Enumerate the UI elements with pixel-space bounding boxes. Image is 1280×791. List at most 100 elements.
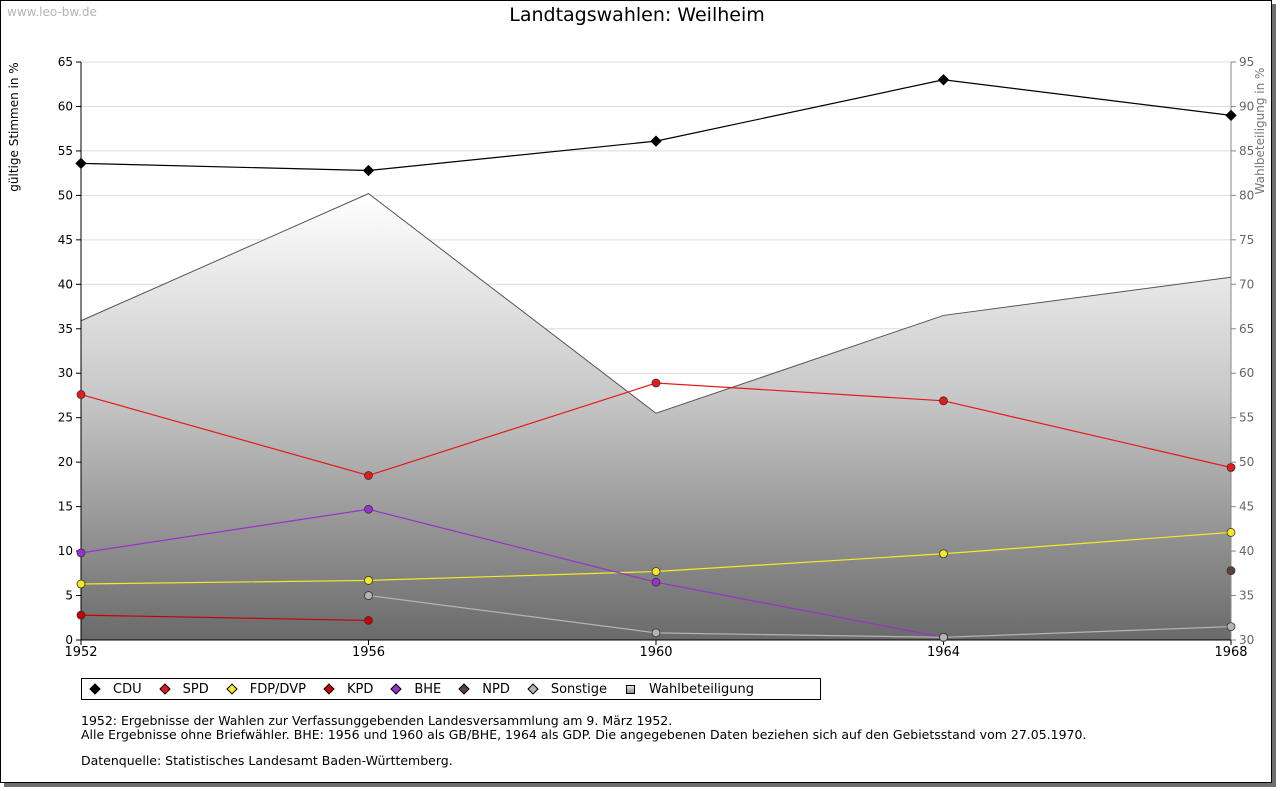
point-fdp-dvp [76,579,86,589]
data-source: Datenquelle: Statistisches Landesamt Bad… [81,753,453,768]
right-tick-label: 30 [1239,633,1254,647]
footnotes: 1952: Ergebnisse der Wahlen zur Verfassu… [81,714,1086,741]
legend-marker-bhe [390,683,402,695]
left-tick-label: 65 [58,55,73,69]
left-tick-label: 30 [58,366,73,380]
line-kpd [80,614,369,622]
point-cdu [75,157,87,170]
legend-label-bhe: BHE [414,681,442,697]
point-fdp-dvp [939,549,948,559]
legend-label-kpd: KPD [346,681,374,697]
right-tick-label: 45 [1239,500,1254,514]
point-spd [651,378,661,388]
legend: CDU SPD FDP/DVP KPD BHE NPD Sonstige Wahlbeteil… [81,678,821,700]
right-tick-label: 60 [1239,366,1254,380]
left-tick-label: 55 [58,144,73,158]
left-tick-label: 20 [58,455,73,469]
right-tick-label: 70 [1239,277,1254,291]
line-cdu [80,79,1232,172]
right-tick-label: 90 [1239,99,1254,113]
left-tick-label: 0 [65,633,73,647]
left-tick-label: 15 [58,500,73,514]
legend-label-spd: SPD [182,681,209,697]
legend-item-npd: NPD [458,681,510,697]
line-sonstige [368,594,1232,638]
point-fdp-dvp [651,567,661,576]
legend-item-sonstige: Sonstige [527,681,608,697]
left-tick-label: 60 [58,99,73,113]
point-kpd [76,610,86,620]
point-cdu [1225,109,1237,122]
legend-item-wahlbeteiligung: Wahlbeteiligung [626,682,754,697]
point-spd [364,471,373,480]
x-tick-label: 1952 [64,645,97,660]
line-bhe [80,508,944,638]
axis-labels: 0 5 10 15 20 25 30 35 40 45 50 55 60 65 30 35 40 45 50 55 60… [7,55,1267,660]
point-fdp-dvp [364,576,373,585]
legend-label-npd: NPD [482,681,510,697]
right-tick-label: 40 [1239,544,1254,558]
legend-label-fdp-dvp: FDP/DVP [249,681,306,697]
right-tick-label: 35 [1239,589,1254,603]
legend-marker-sonstige [527,683,539,695]
series-points [75,74,1237,642]
area-layer [80,193,1232,641]
point-bhe [364,504,373,514]
legend-marker-fdp-dvp [226,683,238,695]
point-cdu [650,135,662,147]
right-tick-label: 50 [1239,455,1254,469]
left-tick-label: 45 [58,233,73,247]
right-tick-label: 95 [1239,55,1254,69]
legend-label-cdu: CDU [113,681,142,697]
point-sonstige [939,632,948,642]
point-spd [1226,463,1236,472]
point-spd [939,396,948,406]
legend-marker-spd [158,683,171,695]
point-fdp-dvp [1226,528,1236,537]
right-tick-label: 80 [1239,188,1254,202]
left-tick-label: 25 [58,411,73,425]
point-spd [76,390,86,399]
x-tick-label: 1960 [639,645,672,660]
right-tick-label: 55 [1239,411,1254,425]
legend-item-cdu: CDU [89,681,142,697]
point-sonstige [364,591,373,600]
chart-svg: 0 5 10 15 20 25 30 35 40 45 50 55 60 65 30 35 40 45 50 55 60… [7,55,1267,660]
legend-label-wahlbeteiligung: Wahlbeteiligung [649,681,755,697]
point-bhe [76,548,86,558]
right-tick-label: 65 [1239,322,1254,336]
point-bhe [651,577,661,587]
point-sonstige [1226,622,1236,632]
legend-item-kpd: KPD [323,681,374,697]
point-sonstige [651,628,661,638]
legend-marker-cdu [89,683,101,695]
x-tick-label: 1956 [352,645,385,660]
legend-item-fdp-dvp: FDP/DVP [226,681,306,697]
legend-item-bhe: BHE [390,681,442,697]
area-outline-wahlbeteiligung [80,193,1232,414]
left-tick-label: 5 [65,589,73,603]
x-tick-label: 1964 [927,645,960,660]
point-cdu [362,164,375,177]
area-wahlbeteiligung [81,193,1231,641]
y-axis-title: gültige Stimmen in % [7,62,21,191]
legend-item-spd: SPD [158,681,209,697]
point-kpd [364,616,373,625]
left-tick-label: 10 [58,544,73,558]
right-tick-label: 75 [1239,233,1254,247]
right-tick-label: 85 [1239,144,1254,158]
legend-label-sonstige: Sonstige [550,681,608,697]
legend-marker-wahlbeteiligung [626,684,636,694]
watermark: www.leo-bw.de [7,5,97,19]
x-tick-label: 1968 [1214,645,1247,660]
legend-marker-kpd [323,683,335,695]
footnote-2: Alle Ergebnisse ohne Briefwähler. BHE: 1… [81,726,1087,742]
y2-axis-title: Wahlbeteiligung in % [1253,68,1267,195]
left-tick-label: 50 [58,188,73,202]
left-tick-label: 35 [58,322,73,336]
chart-title: Landtagswahlen: Weilheim [509,4,765,26]
point-npd [1226,566,1236,576]
left-tick-label: 40 [58,277,73,291]
legend-marker-npd [458,683,470,695]
